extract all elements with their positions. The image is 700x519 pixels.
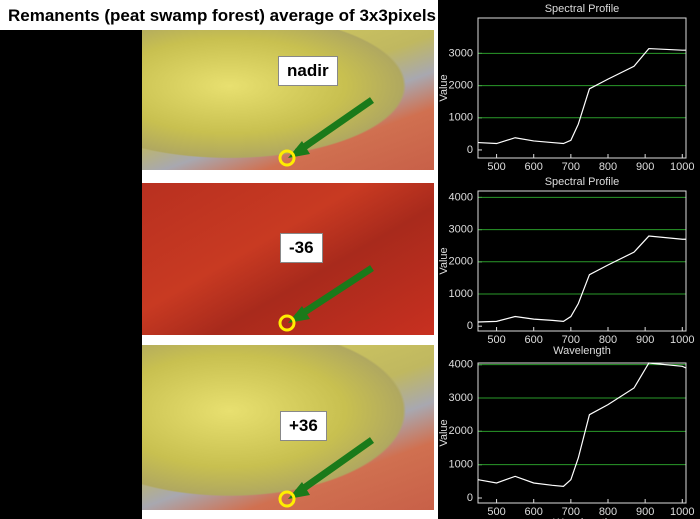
chart-title: Spectral Profile bbox=[545, 3, 620, 15]
arrow-overlay bbox=[278, 97, 374, 167]
x-tick-label: 500 bbox=[487, 334, 505, 346]
arrow bbox=[294, 437, 375, 496]
y-tick-label: 1000 bbox=[449, 459, 473, 471]
x-tick-label: 600 bbox=[525, 506, 543, 518]
figure-title: Remanents (peat swamp forest) average of… bbox=[8, 6, 436, 25]
arrow bbox=[295, 97, 374, 155]
image-label: nadir bbox=[278, 56, 338, 86]
y-tick-label: 0 bbox=[467, 144, 473, 156]
x-axis-label: Wavelength bbox=[553, 517, 611, 519]
x-tick-label: 700 bbox=[562, 334, 580, 346]
x-tick-label: 900 bbox=[636, 334, 654, 346]
x-tick-label: 1000 bbox=[670, 506, 694, 518]
y-axis-label: Value bbox=[438, 419, 450, 446]
y-tick-label: 3000 bbox=[449, 392, 473, 404]
black-strip bbox=[0, 30, 142, 519]
spectral-line bbox=[477, 362, 687, 487]
spectral-line bbox=[477, 47, 686, 145]
y-axis-label: Value bbox=[438, 247, 450, 274]
x-tick-label: 500 bbox=[487, 161, 505, 173]
x-tick-label: 800 bbox=[599, 161, 617, 173]
y-tick-label: 0 bbox=[467, 320, 473, 332]
arrow-overlay bbox=[278, 437, 375, 508]
y-tick-label: 0 bbox=[467, 492, 473, 504]
y-tick-label: 3000 bbox=[449, 47, 473, 59]
y-tick-label: 1000 bbox=[449, 112, 473, 124]
arrow bbox=[295, 265, 374, 320]
x-tick-label: 600 bbox=[525, 334, 543, 346]
plot-frame bbox=[477, 190, 687, 332]
x-tick-label: 900 bbox=[636, 161, 654, 173]
x-tick-label: 800 bbox=[599, 506, 617, 518]
x-tick-label: 600 bbox=[525, 161, 543, 173]
chart-title: Spectral Profile bbox=[545, 176, 620, 188]
y-tick-label: 4000 bbox=[449, 359, 473, 371]
y-tick-label: 3000 bbox=[449, 224, 473, 236]
x-tick-label: 500 bbox=[487, 506, 505, 518]
x-axis-label: Wavelength bbox=[553, 345, 611, 357]
satellite-image: -36 bbox=[142, 183, 434, 335]
y-tick-label: 2000 bbox=[449, 256, 473, 268]
satellite-image: nadir bbox=[142, 30, 434, 170]
y-tick-label: 4000 bbox=[449, 191, 473, 203]
image-label: +36 bbox=[280, 411, 327, 441]
y-axis-label: Value bbox=[438, 74, 450, 101]
spectral-charts: Spectral Profile Value 0 1000 2000 3000 500 600… bbox=[438, 0, 700, 519]
y-tick-label: 2000 bbox=[449, 425, 473, 437]
pixel-marker bbox=[278, 149, 296, 167]
x-tick-label: 700 bbox=[562, 161, 580, 173]
plot-frame bbox=[477, 17, 687, 159]
satellite-image: +36 bbox=[142, 345, 434, 510]
x-tick-label: 700 bbox=[562, 506, 580, 518]
x-tick-label: 800 bbox=[599, 334, 617, 346]
x-tick-label: 1000 bbox=[670, 334, 694, 346]
arrow-overlay bbox=[278, 265, 374, 332]
spectral-line bbox=[477, 235, 686, 323]
pixel-marker bbox=[278, 314, 296, 332]
plot-frame bbox=[477, 362, 687, 504]
y-tick-label: 2000 bbox=[449, 79, 473, 91]
y-tick-label: 1000 bbox=[449, 288, 473, 300]
image-label: -36 bbox=[280, 233, 323, 263]
x-tick-label: 1000 bbox=[670, 161, 694, 173]
x-tick-label: 900 bbox=[636, 506, 654, 518]
pixel-marker bbox=[278, 490, 296, 508]
